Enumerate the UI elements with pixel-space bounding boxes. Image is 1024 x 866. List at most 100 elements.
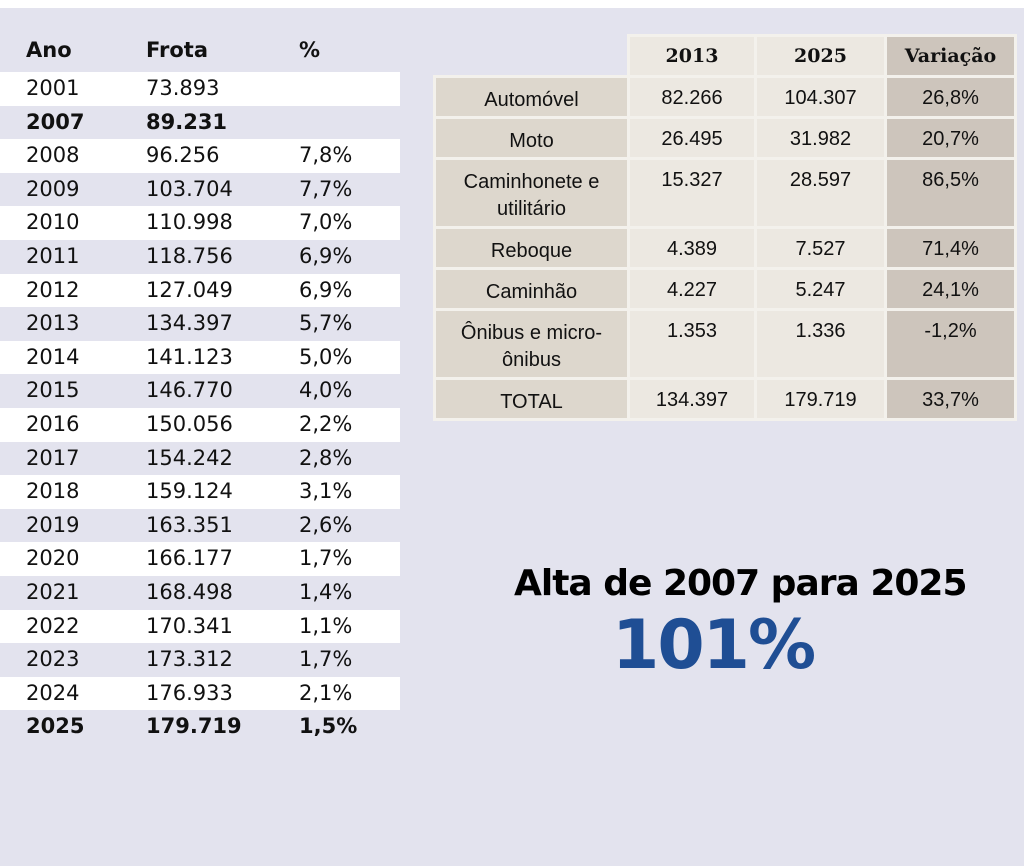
table-row: Caminhonete e utilitário 15.327 28.597 86,5…	[433, 157, 1017, 229]
header-blank	[434, 35, 630, 78]
value-2013-cell: 26.495	[627, 116, 757, 160]
fleet-cell: 168.498	[146, 579, 233, 604]
fleet-cell: 170.341	[146, 613, 233, 638]
category-cell: Reboque	[433, 226, 630, 270]
table-row: 2008 96.256 7,8%	[0, 139, 400, 173]
header-variacao: Variação	[884, 34, 1017, 78]
table-row: 2018 159.124 3,1%	[0, 475, 400, 509]
table-row: 2021 168.498 1,4%	[0, 576, 400, 610]
year-cell: 2014	[26, 344, 80, 369]
value-2025-cell: 179.719	[754, 377, 887, 421]
percent-cell: 5,7%	[299, 311, 353, 336]
year-cell: 2009	[26, 176, 80, 201]
year-cell: 2021	[26, 579, 80, 604]
fleet-cell: 110.998	[146, 210, 233, 235]
table-row: 2015 146.770 4,0%	[0, 374, 400, 408]
year-cell: 2008	[26, 143, 80, 168]
value-2025-cell: 104.307	[754, 75, 887, 119]
headline-value: 101%	[612, 606, 816, 685]
fleet-cell: 163.351	[146, 512, 233, 537]
category-cell: Caminhonete e utilitário	[433, 157, 630, 229]
category-cell: TOTAL	[433, 377, 630, 421]
fleet-cell: 146.770	[146, 378, 233, 403]
year-cell: 2001	[26, 76, 80, 100]
year-cell: 2017	[26, 445, 80, 470]
table-row: Caminhão 4.227 5.247 24,1%	[433, 267, 1017, 311]
fleet-cell: 118.756	[146, 243, 233, 268]
percent-cell: 1,5%	[299, 714, 358, 739]
header-ano: Ano	[26, 38, 72, 62]
table-row: 2019 163.351 2,6%	[0, 509, 400, 543]
category-cell: Automóvel	[433, 75, 630, 119]
infographic-panel: Ano Frota % 2001 73.893 2007 89.231 2008 96.2…	[0, 8, 1024, 866]
year-cell: 2019	[26, 512, 80, 537]
value-2013-cell: 4.389	[627, 226, 757, 270]
table-row: 2020 166.177 1,7%	[0, 542, 400, 576]
percent-cell: 2,6%	[299, 512, 353, 537]
table-header: Ano Frota %	[0, 38, 400, 72]
fleet-cell: 141.123	[146, 344, 233, 369]
fleet-cell: 173.312	[146, 647, 233, 672]
fleet-cell: 73.893	[146, 76, 220, 100]
value-2025-cell: 1.336	[754, 308, 887, 380]
fleet-by-year-table: Ano Frota % 2001 73.893 2007 89.231 2008 96.2…	[0, 38, 400, 744]
value-2013-cell: 82.266	[627, 75, 757, 119]
percent-cell: 7,7%	[299, 176, 353, 201]
variation-cell: 20,7%	[884, 116, 1017, 160]
table-row: TOTAL 134.397 179.719 33,7%	[433, 377, 1017, 421]
year-cell: 2013	[26, 311, 80, 336]
variation-cell: 24,1%	[884, 267, 1017, 311]
fleet-cell: 179.719	[146, 714, 242, 739]
table-row: 2007 89.231	[0, 106, 400, 140]
value-2013-cell: 1.353	[627, 308, 757, 380]
table-row: 2012 127.049 6,9%	[0, 273, 400, 308]
percent-cell: 5,0%	[299, 344, 353, 369]
percent-cell: 1,4%	[299, 579, 353, 604]
table-header: 2013 2025 Variação	[434, 34, 1017, 78]
table-row: 2011 118.756 6,9%	[0, 240, 400, 274]
table-row: Reboque 4.389 7.527 71,4%	[433, 226, 1017, 270]
year-cell: 2025	[26, 714, 85, 739]
year-cell: 2010	[26, 210, 80, 235]
fleet-cell: 166.177	[146, 546, 233, 571]
percent-cell: 2,2%	[299, 411, 353, 436]
percent-cell: 1,1%	[299, 613, 353, 638]
variation-cell: 26,8%	[884, 75, 1017, 119]
table-row: 2001 73.893	[0, 72, 400, 106]
percent-cell: 6,9%	[299, 277, 353, 302]
year-cell: 2020	[26, 546, 80, 571]
table-row: 2010 110.998 7,0%	[0, 206, 400, 240]
table-row: 2009 103.704 7,7%	[0, 173, 400, 207]
value-2013-cell: 15.327	[627, 157, 757, 229]
value-2013-cell: 4.227	[627, 267, 757, 311]
table-row: 2013 134.397 5,7%	[0, 307, 400, 341]
value-2025-cell: 7.527	[754, 226, 887, 270]
year-cell: 2007	[26, 109, 85, 134]
header-2013: 2013	[627, 34, 757, 78]
table-row: Moto 26.495 31.982 20,7%	[433, 116, 1017, 160]
percent-cell: 3,1%	[299, 479, 353, 504]
year-cell: 2012	[26, 277, 80, 302]
value-2025-cell: 31.982	[754, 116, 887, 160]
table-row: Automóvel 82.266 104.307 26,8%	[433, 75, 1017, 119]
year-cell: 2018	[26, 479, 80, 504]
fleet-by-type-table: 2013 2025 Variação Automóvel 82.266 104.30…	[433, 34, 1017, 421]
percent-cell: 1,7%	[299, 546, 353, 571]
table-body: 2001 73.893 2007 89.231 2008 96.256 7,8% 2009 10…	[0, 72, 400, 744]
fleet-cell: 134.397	[146, 311, 233, 336]
year-cell: 2023	[26, 647, 80, 672]
header-frota: Frota	[146, 38, 208, 62]
year-cell: 2022	[26, 613, 80, 638]
percent-cell: 1,7%	[299, 647, 353, 672]
percent-cell: 2,8%	[299, 445, 353, 470]
value-2013-cell: 134.397	[627, 377, 757, 421]
table-row: 2022 170.341 1,1%	[0, 609, 400, 644]
table-row: 2024 176.933 2,1%	[0, 676, 400, 711]
variation-cell: 86,5%	[884, 157, 1017, 229]
year-cell: 2015	[26, 378, 80, 403]
variation-cell: -1,2%	[884, 308, 1017, 380]
fleet-cell: 89.231	[146, 109, 228, 134]
table-row: 2025 179.719 1,5%	[0, 710, 400, 744]
header-2025: 2025	[754, 34, 887, 78]
value-2025-cell: 28.597	[754, 157, 887, 229]
